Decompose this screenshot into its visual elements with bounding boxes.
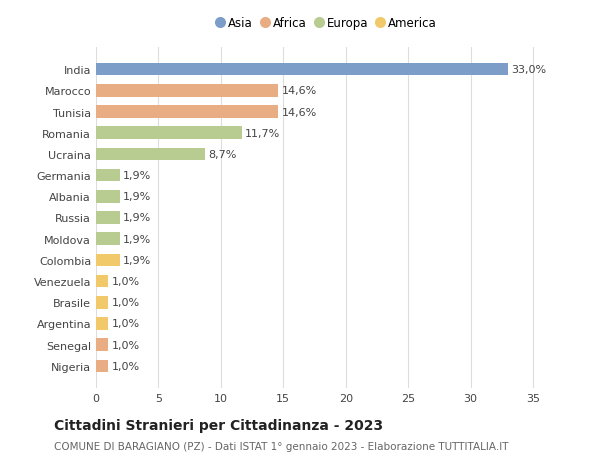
Bar bbox=[96, 169, 120, 182]
Bar bbox=[96, 106, 278, 118]
Bar bbox=[96, 275, 109, 288]
Bar bbox=[96, 127, 242, 140]
Text: 33,0%: 33,0% bbox=[511, 65, 547, 75]
Text: 1,9%: 1,9% bbox=[123, 255, 151, 265]
Text: 1,0%: 1,0% bbox=[112, 297, 140, 308]
Bar bbox=[96, 233, 120, 246]
Text: 1,9%: 1,9% bbox=[123, 213, 151, 223]
Bar bbox=[96, 254, 120, 267]
Text: 14,6%: 14,6% bbox=[281, 107, 317, 117]
Bar bbox=[96, 64, 508, 76]
Bar bbox=[96, 296, 109, 309]
Text: 1,9%: 1,9% bbox=[123, 171, 151, 181]
Text: 1,0%: 1,0% bbox=[112, 276, 140, 286]
Text: 14,6%: 14,6% bbox=[281, 86, 317, 96]
Bar bbox=[96, 212, 120, 224]
Bar bbox=[96, 148, 205, 161]
Text: Cittadini Stranieri per Cittadinanza - 2023: Cittadini Stranieri per Cittadinanza - 2… bbox=[54, 419, 383, 432]
Text: COMUNE DI BARAGIANO (PZ) - Dati ISTAT 1° gennaio 2023 - Elaborazione TUTTITALIA.: COMUNE DI BARAGIANO (PZ) - Dati ISTAT 1°… bbox=[54, 441, 509, 451]
Bar bbox=[96, 339, 109, 351]
Text: 1,9%: 1,9% bbox=[123, 234, 151, 244]
Text: 1,0%: 1,0% bbox=[112, 361, 140, 371]
Text: 1,0%: 1,0% bbox=[112, 319, 140, 329]
Bar bbox=[96, 190, 120, 203]
Bar bbox=[96, 318, 109, 330]
Text: 1,9%: 1,9% bbox=[123, 192, 151, 202]
Bar bbox=[96, 360, 109, 372]
Text: 11,7%: 11,7% bbox=[245, 129, 280, 139]
Legend: Asia, Africa, Europa, America: Asia, Africa, Europa, America bbox=[214, 13, 440, 34]
Text: 8,7%: 8,7% bbox=[208, 150, 236, 160]
Text: 1,0%: 1,0% bbox=[112, 340, 140, 350]
Bar bbox=[96, 85, 278, 97]
